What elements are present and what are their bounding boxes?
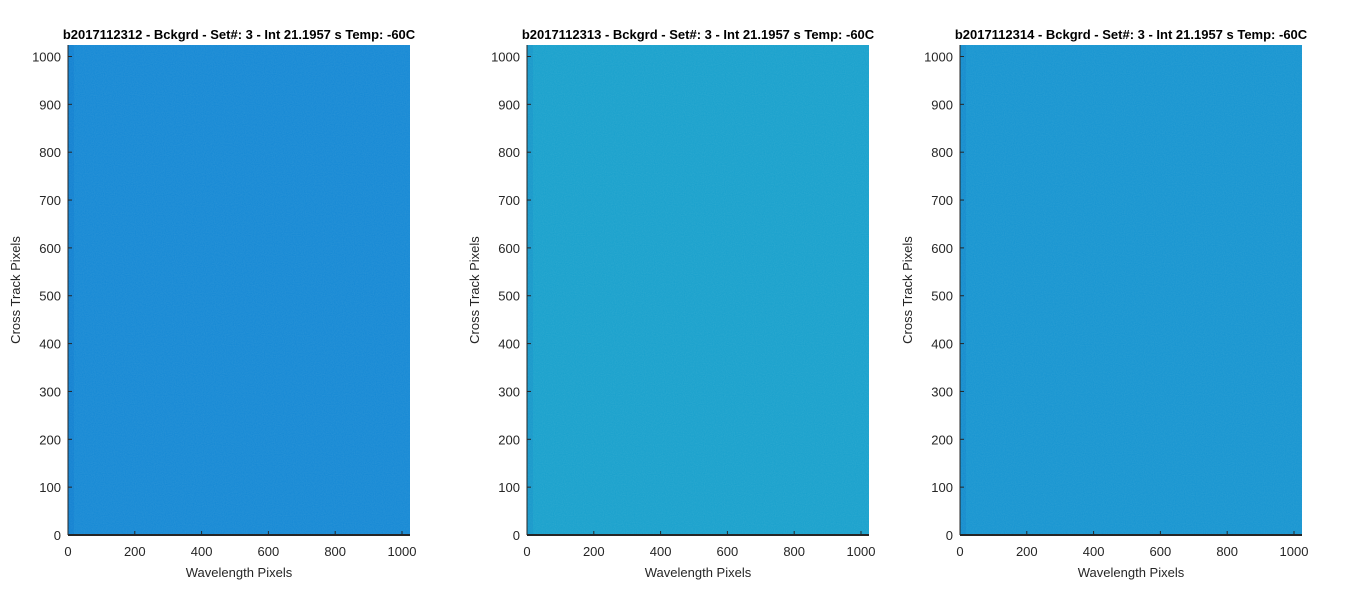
heatmap-noise [68, 45, 410, 535]
y-tick-label: 1000 [924, 49, 953, 64]
y-tick-label: 800 [931, 145, 953, 160]
y-tick-label: 300 [498, 384, 520, 399]
y-tick-label: 500 [39, 289, 61, 304]
y-tick-label: 0 [54, 528, 61, 543]
chart-title: b2017112314 - Bckgrd - Set#: 3 - Int 21.… [955, 27, 1308, 42]
x-tick-label: 600 [717, 544, 739, 559]
chart-title: b2017112312 - Bckgrd - Set#: 3 - Int 21.… [63, 27, 416, 42]
y-tick-label: 400 [931, 337, 953, 352]
x-tick-label: 600 [258, 544, 280, 559]
y-axis-label: Cross Track Pixels [8, 236, 23, 344]
x-tick-label: 1000 [847, 544, 876, 559]
x-tick-label: 0 [64, 544, 71, 559]
subplot-3: 0 200 400 600 800 1000 0 100 200 300 400 500 600 700 8… [900, 27, 1308, 580]
y-tick-label: 0 [513, 528, 520, 543]
y-tick-label: 400 [39, 337, 61, 352]
x-axis-label: Wavelength Pixels [1078, 565, 1185, 580]
x-tick-label: 400 [191, 544, 213, 559]
x-tick-label: 800 [324, 544, 346, 559]
x-tick-label: 1000 [1280, 544, 1309, 559]
y-tick-label: 0 [946, 528, 953, 543]
y-tick-label: 200 [39, 432, 61, 447]
subplot-2: 0 200 400 600 800 1000 0 100 200 300 400 500 600 700 8… [467, 27, 875, 580]
y-tick-label: 700 [931, 193, 953, 208]
y-tick-label: 100 [498, 480, 520, 495]
y-axis-label: Cross Track Pixels [900, 236, 915, 344]
y-tick-label: 100 [931, 480, 953, 495]
x-tick-label: 200 [583, 544, 605, 559]
y-tick-label: 300 [39, 384, 61, 399]
x-tick-label: 0 [956, 544, 963, 559]
y-tick-label: 200 [931, 432, 953, 447]
subplot-1: 0 200 400 600 800 1000 0 100 200 300 400 500 600 700 8… [8, 27, 416, 580]
x-tick-label: 800 [783, 544, 805, 559]
y-tick-label: 700 [39, 193, 61, 208]
x-axis-label: Wavelength Pixels [645, 565, 752, 580]
y-axis-label: Cross Track Pixels [467, 236, 482, 344]
y-tick-label: 400 [498, 337, 520, 352]
y-tick-label: 600 [931, 241, 953, 256]
y-tick-label: 900 [498, 97, 520, 112]
x-tick-label: 200 [124, 544, 146, 559]
y-tick-label: 700 [498, 193, 520, 208]
x-tick-label: 200 [1016, 544, 1038, 559]
x-tick-label: 400 [1083, 544, 1105, 559]
y-tick-label: 600 [39, 241, 61, 256]
y-tick-label: 600 [498, 241, 520, 256]
y-tick-label: 900 [931, 97, 953, 112]
y-tick-label: 500 [498, 289, 520, 304]
y-tick-label: 500 [931, 289, 953, 304]
y-tick-label: 900 [39, 97, 61, 112]
x-tick-label: 600 [1150, 544, 1172, 559]
y-tick-label: 100 [39, 480, 61, 495]
y-tick-label: 300 [931, 384, 953, 399]
heatmap-noise [527, 45, 869, 535]
heatmap-noise [960, 45, 1302, 535]
y-tick-label: 800 [39, 145, 61, 160]
y-tick-label: 200 [498, 432, 520, 447]
chart-title: b2017112313 - Bckgrd - Set#: 3 - Int 21.… [522, 27, 875, 42]
x-axis-label: Wavelength Pixels [186, 565, 293, 580]
x-tick-label: 0 [523, 544, 530, 559]
y-tick-label: 1000 [491, 49, 520, 64]
y-tick-label: 1000 [32, 49, 61, 64]
y-tick-label: 800 [498, 145, 520, 160]
x-tick-label: 1000 [388, 544, 417, 559]
x-tick-label: 800 [1216, 544, 1238, 559]
x-tick-label: 400 [650, 544, 672, 559]
